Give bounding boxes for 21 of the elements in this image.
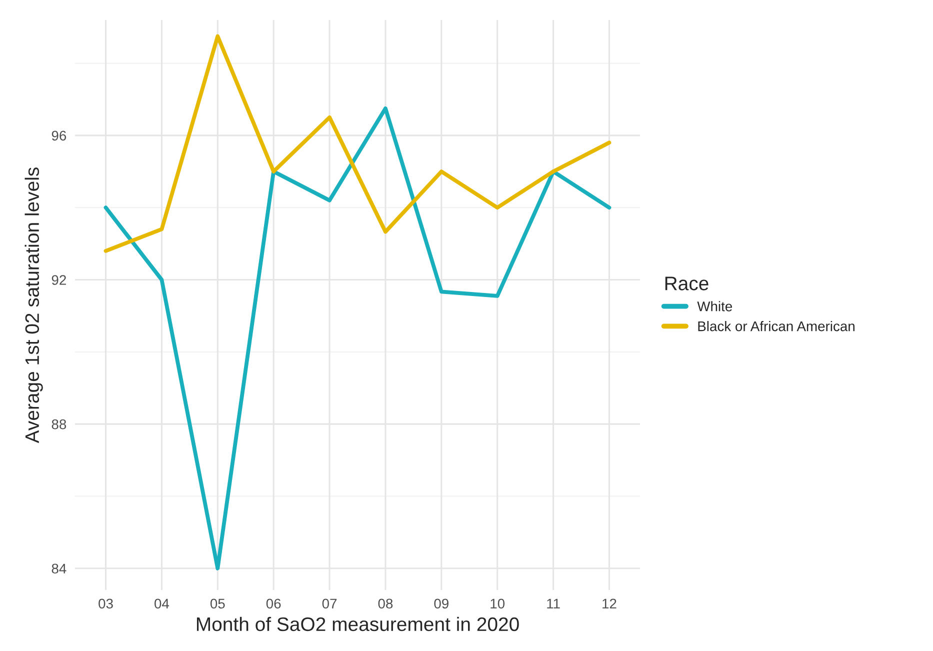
legend-label: Black or African American	[698, 321, 854, 332]
x-tick-label: 11	[547, 598, 560, 608]
y-axis-title: Average 1st 02 saturation levels	[24, 168, 43, 444]
legend-label: White	[697, 301, 732, 312]
x-tick-label: 04	[154, 598, 170, 609]
y-tick-label: 84	[52, 564, 66, 574]
x-tick-label: 03	[98, 598, 113, 609]
y-tick-label: 88	[52, 419, 66, 430]
x-tick-label: 05	[210, 598, 225, 609]
y-tick-label: 92	[52, 275, 66, 285]
line-series	[104, 106, 612, 570]
legend-title: Race	[665, 276, 708, 290]
x-tick-label: 08	[378, 598, 393, 609]
x-tick-label: 07	[322, 598, 337, 609]
x-tick-label: 06	[266, 598, 281, 609]
line-series	[104, 34, 612, 253]
x-axis-title: Month of SaO2 measurement in 2020	[196, 616, 519, 632]
x-tick-label: 10	[490, 598, 505, 609]
y-tick-label: 96	[52, 130, 66, 141]
x-tick-label: 12	[602, 598, 616, 608]
x-tick-label: 09	[434, 598, 448, 609]
